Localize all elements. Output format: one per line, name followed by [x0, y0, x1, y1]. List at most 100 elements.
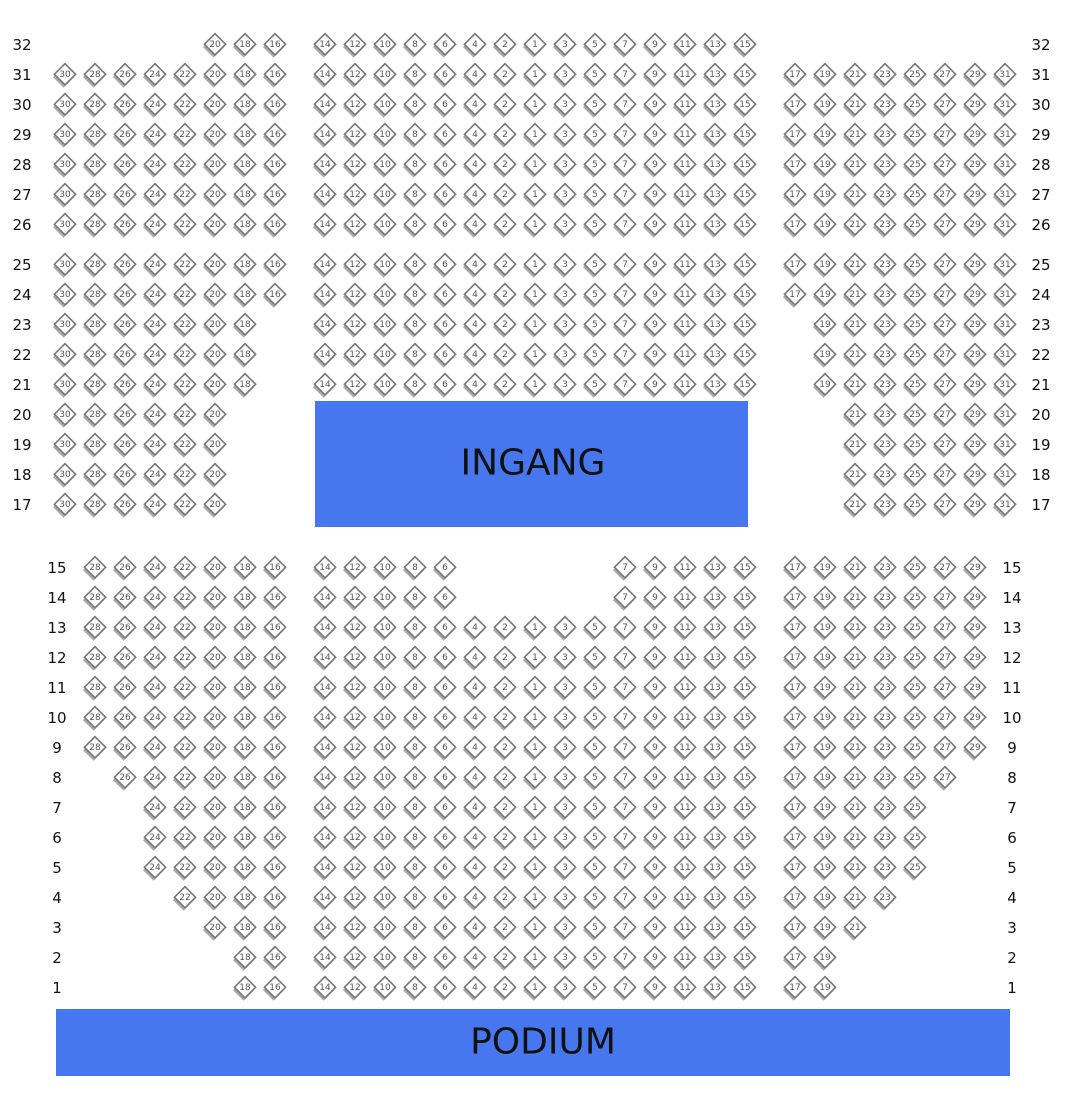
seat[interactable]: 15 — [732, 765, 757, 791]
seat[interactable]: 14 — [312, 765, 337, 791]
seat[interactable]: 17 — [782, 855, 807, 881]
seat[interactable]: 30 — [52, 92, 77, 118]
seat[interactable]: 20 — [202, 122, 227, 148]
seat[interactable]: 3 — [552, 615, 577, 641]
seat[interactable]: 10 — [372, 615, 397, 641]
seat[interactable]: 2 — [492, 252, 517, 278]
seat[interactable]: 8 — [402, 675, 427, 701]
seat[interactable]: 28 — [82, 212, 107, 238]
seat[interactable]: 10 — [372, 645, 397, 671]
seat[interactable]: 7 — [612, 915, 637, 941]
seat[interactable]: 1 — [522, 675, 547, 701]
seat[interactable]: 2 — [492, 92, 517, 118]
seat[interactable]: 22 — [172, 372, 197, 398]
seat[interactable]: 10 — [372, 855, 397, 881]
seat[interactable]: 15 — [732, 825, 757, 851]
seat[interactable]: 25 — [902, 342, 927, 368]
seat[interactable]: 9 — [642, 735, 667, 761]
seat[interactable]: 28 — [82, 342, 107, 368]
seat[interactable]: 4 — [462, 705, 487, 731]
seat[interactable]: 28 — [82, 152, 107, 178]
seat[interactable]: 5 — [582, 372, 607, 398]
seat[interactable]: 17 — [782, 645, 807, 671]
seat[interactable]: 24 — [142, 825, 167, 851]
seat[interactable]: 12 — [342, 342, 367, 368]
seat[interactable]: 24 — [142, 765, 167, 791]
seat[interactable]: 17 — [782, 915, 807, 941]
seat[interactable]: 1 — [522, 915, 547, 941]
seat[interactable]: 28 — [82, 615, 107, 641]
seat[interactable]: 20 — [202, 462, 227, 488]
seat[interactable]: 20 — [202, 735, 227, 761]
seat[interactable]: 13 — [702, 855, 727, 881]
seat[interactable]: 8 — [402, 645, 427, 671]
seat[interactable]: 12 — [342, 122, 367, 148]
seat[interactable]: 2 — [492, 62, 517, 88]
seat[interactable]: 27 — [932, 62, 957, 88]
seat[interactable]: 25 — [902, 585, 927, 611]
seat[interactable]: 16 — [262, 252, 287, 278]
seat[interactable]: 26 — [112, 645, 137, 671]
seat[interactable]: 29 — [962, 735, 987, 761]
seat[interactable]: 14 — [312, 32, 337, 58]
seat[interactable]: 27 — [932, 372, 957, 398]
seat[interactable]: 11 — [672, 282, 697, 308]
seat[interactable]: 10 — [372, 675, 397, 701]
seat[interactable]: 22 — [172, 855, 197, 881]
seat[interactable]: 21 — [842, 855, 867, 881]
seat[interactable]: 30 — [52, 282, 77, 308]
seat[interactable]: 8 — [402, 555, 427, 581]
seat[interactable]: 7 — [612, 825, 637, 851]
seat[interactable]: 23 — [872, 252, 897, 278]
seat[interactable]: 7 — [612, 885, 637, 911]
seat[interactable]: 27 — [932, 152, 957, 178]
seat[interactable]: 21 — [842, 402, 867, 428]
seat[interactable]: 12 — [342, 372, 367, 398]
seat[interactable]: 25 — [902, 182, 927, 208]
seat[interactable]: 27 — [932, 282, 957, 308]
seat[interactable]: 8 — [402, 282, 427, 308]
seat[interactable]: 28 — [82, 462, 107, 488]
seat[interactable]: 5 — [582, 62, 607, 88]
seat[interactable]: 4 — [462, 825, 487, 851]
seat[interactable]: 29 — [962, 645, 987, 671]
seat[interactable]: 29 — [962, 212, 987, 238]
seat[interactable]: 8 — [402, 915, 427, 941]
seat[interactable]: 21 — [842, 372, 867, 398]
seat[interactable]: 12 — [342, 855, 367, 881]
seat[interactable]: 9 — [642, 615, 667, 641]
seat[interactable]: 9 — [642, 705, 667, 731]
seat[interactable]: 25 — [902, 735, 927, 761]
seat[interactable]: 18 — [232, 615, 257, 641]
seat[interactable]: 20 — [202, 212, 227, 238]
seat[interactable]: 14 — [312, 855, 337, 881]
seat[interactable]: 22 — [172, 312, 197, 338]
seat[interactable]: 13 — [702, 915, 727, 941]
seat[interactable]: 1 — [522, 825, 547, 851]
seat[interactable]: 1 — [522, 62, 547, 88]
seat[interactable]: 5 — [582, 795, 607, 821]
seat[interactable]: 22 — [172, 765, 197, 791]
seat[interactable]: 19 — [812, 645, 837, 671]
seat[interactable]: 9 — [642, 765, 667, 791]
seat[interactable]: 11 — [672, 705, 697, 731]
seat[interactable]: 19 — [812, 945, 837, 971]
seat[interactable]: 6 — [432, 182, 457, 208]
seat[interactable]: 13 — [702, 372, 727, 398]
seat[interactable]: 7 — [612, 675, 637, 701]
seat[interactable]: 6 — [432, 705, 457, 731]
seat[interactable]: 1 — [522, 282, 547, 308]
seat[interactable]: 20 — [202, 915, 227, 941]
seat[interactable]: 26 — [112, 92, 137, 118]
seat[interactable]: 20 — [202, 492, 227, 518]
seat[interactable]: 23 — [872, 855, 897, 881]
seat[interactable]: 19 — [812, 795, 837, 821]
seat[interactable]: 11 — [672, 312, 697, 338]
seat[interactable]: 14 — [312, 212, 337, 238]
seat[interactable]: 2 — [492, 795, 517, 821]
seat[interactable]: 20 — [202, 32, 227, 58]
seat[interactable]: 29 — [962, 432, 987, 458]
seat[interactable]: 19 — [812, 555, 837, 581]
seat[interactable]: 23 — [872, 795, 897, 821]
seat[interactable]: 30 — [52, 152, 77, 178]
